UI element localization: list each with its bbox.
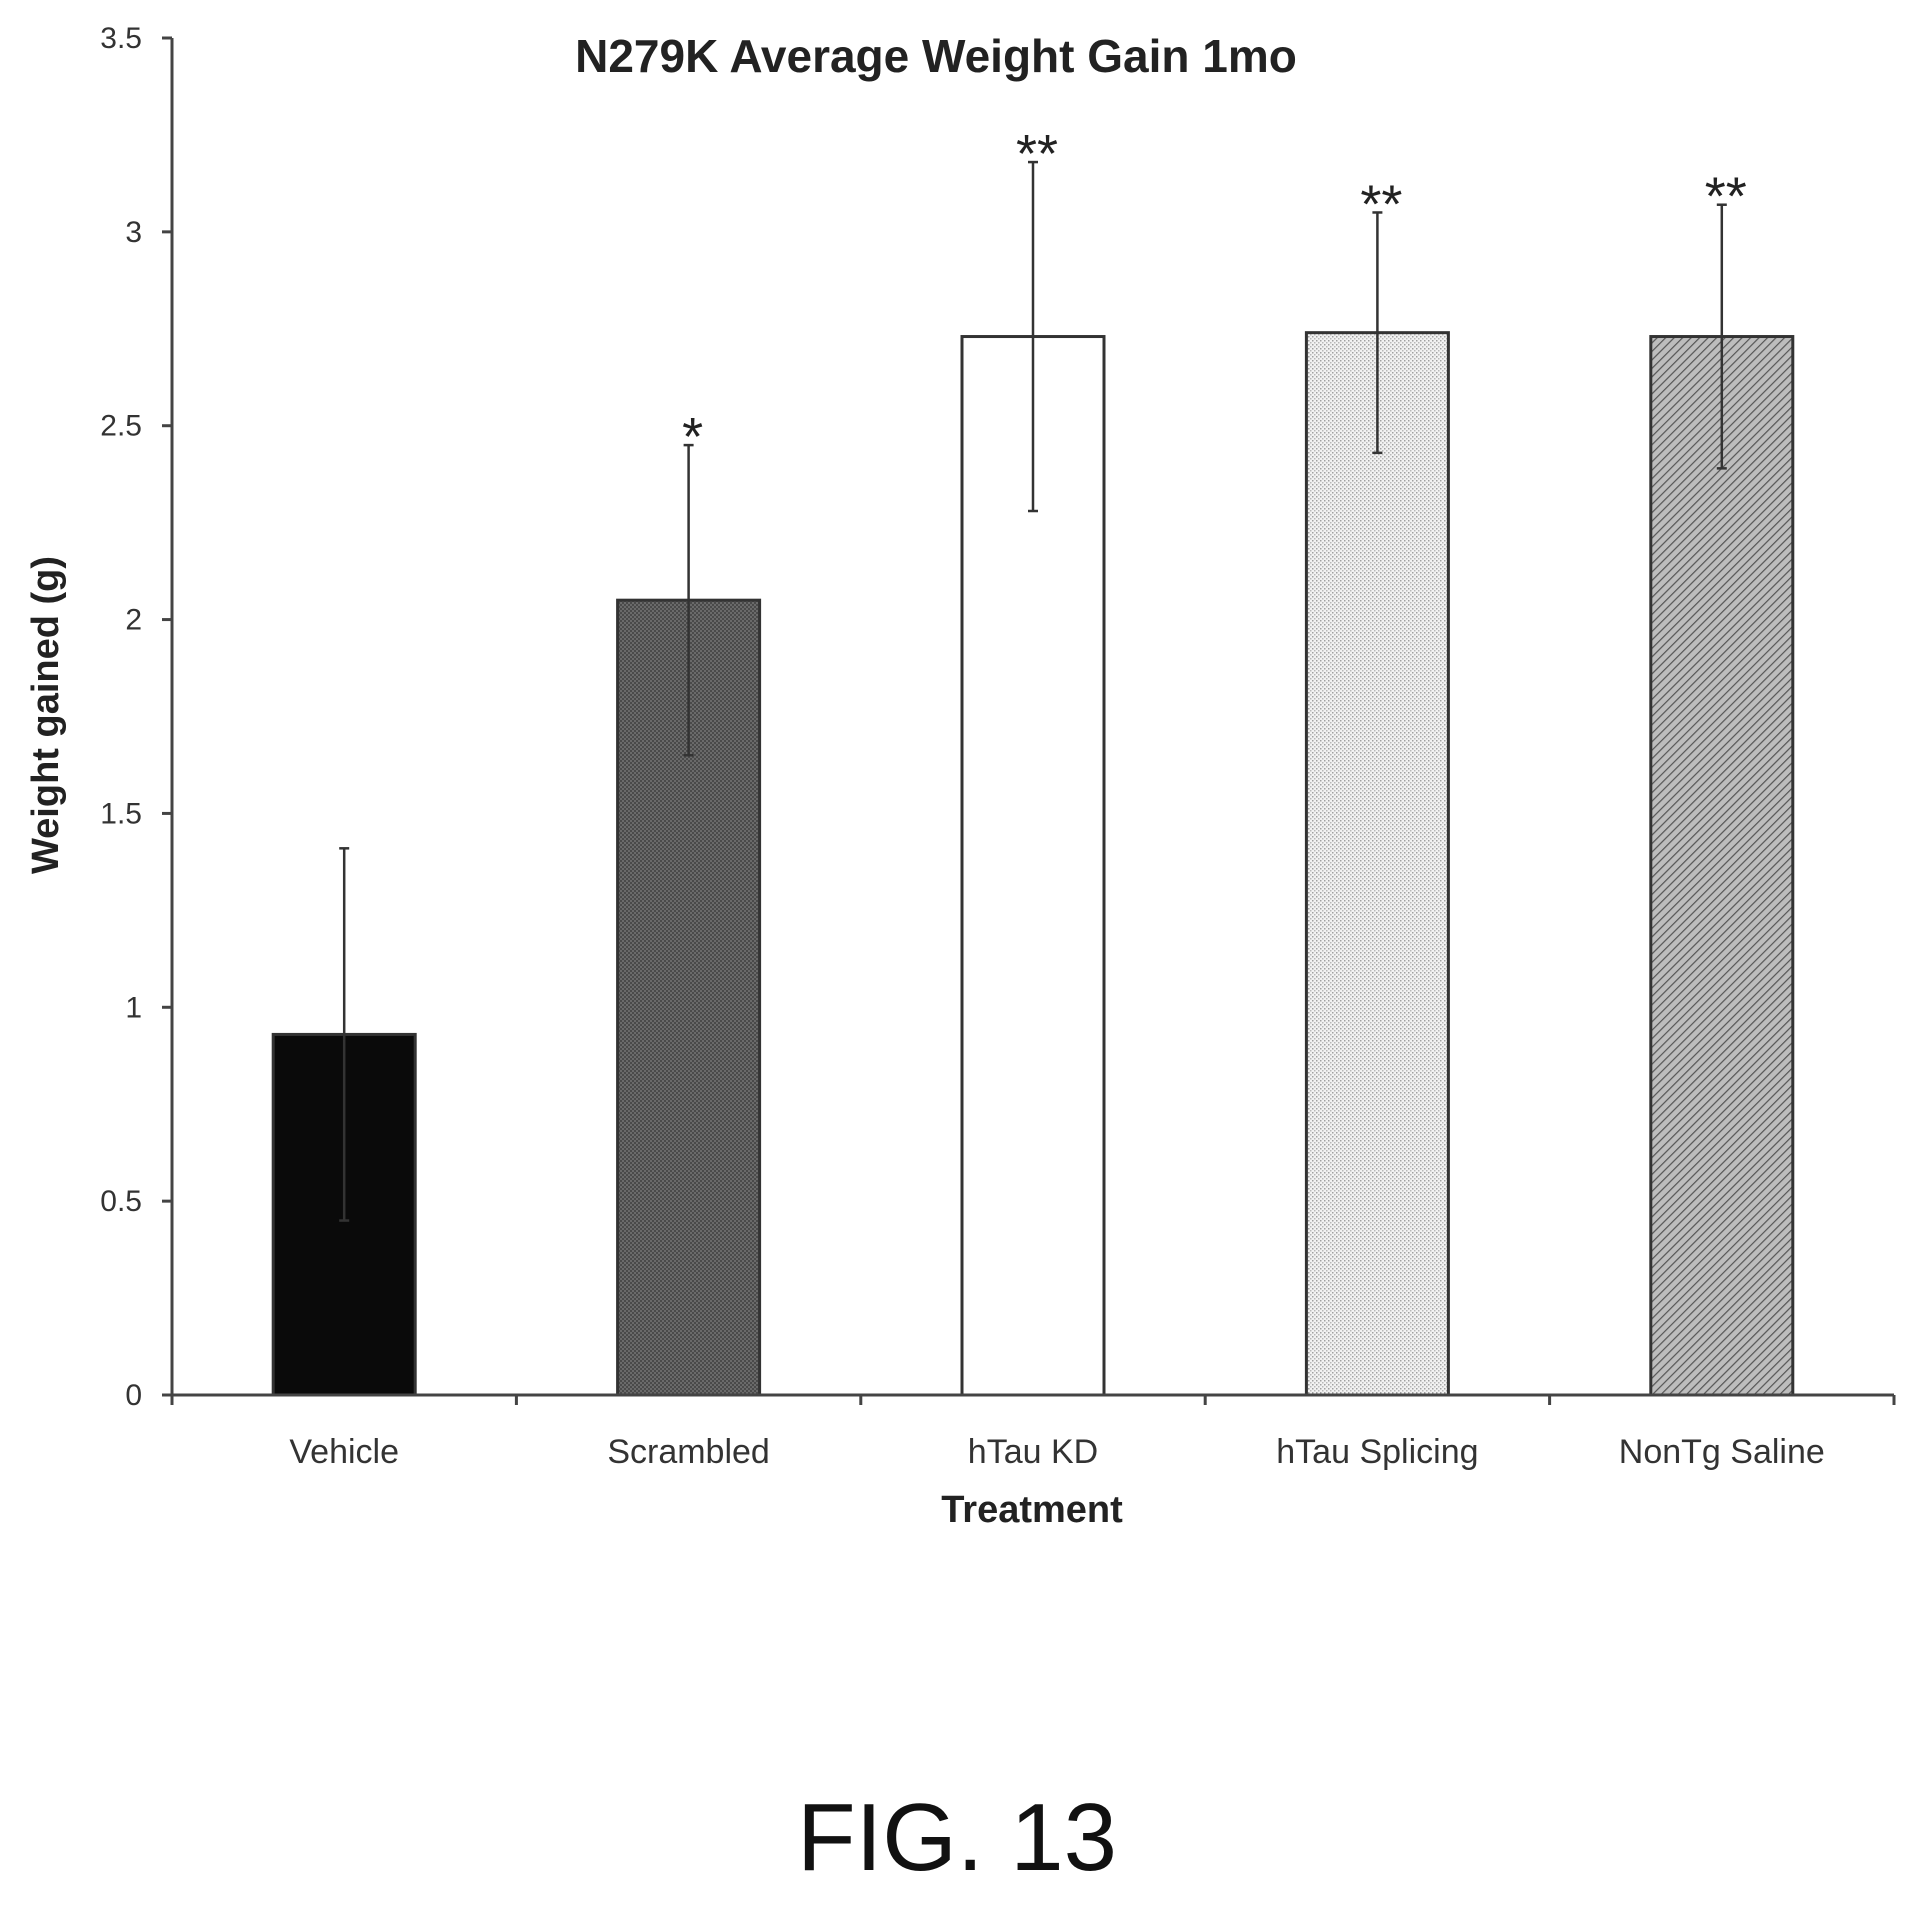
category-label: NonTg Saline: [1619, 1433, 1825, 1471]
category-label: Vehicle: [289, 1433, 399, 1471]
y-tick-label: 1: [125, 991, 142, 1024]
significance-marker: *: [682, 407, 703, 467]
y-axis-ticks: 0 0.5 1 1.5 2 2.5 3 3.5: [100, 22, 172, 1412]
bar: [1649, 335, 1795, 1397]
y-tick-label: 0.5: [100, 1185, 142, 1218]
category-label: hTau KD: [968, 1433, 1098, 1471]
y-tick-label: 2: [125, 604, 142, 637]
chart-title: N279K Average Weight Gain 1mo: [575, 30, 1297, 82]
significance-marker: **: [1016, 124, 1058, 184]
x-axis-ticks: [170, 1395, 1896, 1405]
bar: [1304, 331, 1450, 1397]
y-tick-label: 3: [125, 216, 142, 249]
category-label: hTau Splicing: [1276, 1433, 1478, 1471]
significance-marker: **: [1360, 174, 1402, 234]
bar: [960, 335, 1106, 1397]
x-axis-label: Treatment: [941, 1489, 1123, 1531]
category-labels: Vehicle Scrambled hTau KD hTau Splicing NonT…: [289, 1433, 1824, 1471]
y-tick-label: 0: [125, 1379, 142, 1412]
figure-label: FIG. 13: [796, 1784, 1118, 1891]
y-tick-label: 3.5: [100, 22, 142, 55]
y-tick-label: 1.5: [100, 797, 142, 830]
error-bars: [339, 160, 1727, 1222]
bars: [271, 331, 1795, 1397]
significance-marker: **: [1705, 167, 1747, 227]
category-label: Scrambled: [607, 1433, 770, 1471]
y-axis-label: Weight gained (g): [25, 556, 67, 874]
significance-markers: ***** **: [682, 124, 1747, 467]
y-tick-label: 2.5: [100, 410, 142, 443]
